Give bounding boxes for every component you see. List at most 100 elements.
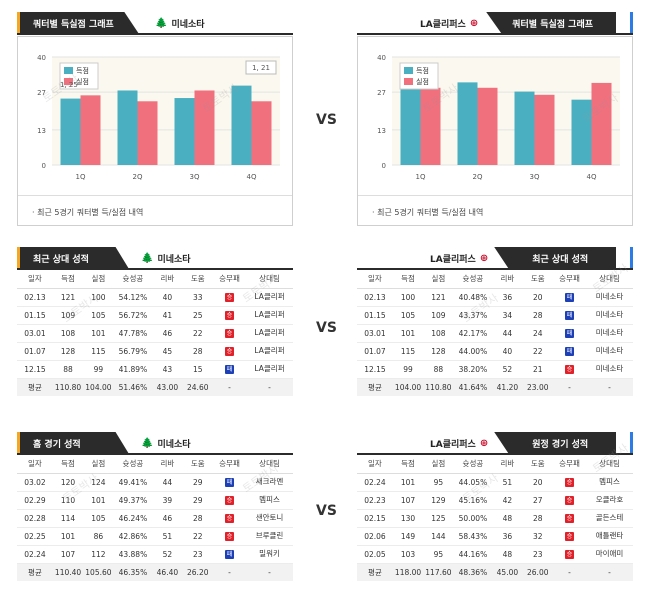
home-team-label: 🌲 미네소타 bbox=[155, 17, 205, 30]
bar-score bbox=[60, 98, 81, 165]
result-cell: 승 bbox=[212, 342, 247, 361]
table-row: 02.06 149 144 58.43% 36 32 승 애틀랜타 bbox=[357, 527, 633, 546]
average-cell: 41.64% bbox=[453, 378, 493, 396]
average-cell: - bbox=[586, 378, 633, 396]
table-cell: 12.15 bbox=[357, 360, 393, 379]
home-team-label: 🌲 미네소타 bbox=[141, 437, 191, 450]
table-cell: 56.72% bbox=[113, 306, 153, 325]
away-team-label: LA클리퍼스 ⊕ bbox=[420, 17, 478, 30]
table-row: 02.23 107 129 45.16% 42 27 승 오클라호 bbox=[357, 491, 633, 510]
table-cell: 128 bbox=[423, 342, 454, 361]
table-cell: 03.02 bbox=[17, 473, 53, 492]
table-cell: 100 bbox=[83, 288, 114, 307]
legend-label: 실점 bbox=[76, 77, 89, 86]
table-cell: 38.20% bbox=[453, 360, 493, 379]
column-header: 승무패 bbox=[212, 455, 247, 474]
table-row: 02.05 103 95 44.16% 48 23 승 마이애미 bbox=[357, 545, 633, 564]
table-cell: 46 bbox=[152, 324, 183, 343]
away-recent-header: LA클리퍼스 ⊕ 최근 상대 성적 bbox=[430, 247, 617, 269]
opponent-cell: 미네소타 bbox=[586, 306, 633, 325]
column-header: 상대팀 bbox=[246, 270, 293, 289]
table-cell: 01.15 bbox=[17, 306, 53, 325]
result-cell: 패 bbox=[552, 342, 587, 361]
home-chart-note: 최근 5경기 쿼터별 득/실점 내역 bbox=[32, 207, 143, 218]
win-badge: 승 bbox=[224, 329, 234, 338]
away-games-table-box: 일자 득점 실점 슛성공 리바 도움 승무패 상대팀 02.24 101 95 44.05% 51 20 승… bbox=[357, 453, 633, 589]
table-cell: 124 bbox=[83, 473, 114, 492]
table-cell: 109 bbox=[423, 306, 454, 325]
table-cell: 01.07 bbox=[357, 342, 393, 361]
y-tick-label: 27 bbox=[37, 89, 46, 97]
table-cell: 22 bbox=[182, 324, 213, 343]
result-cell: 승 bbox=[552, 473, 587, 492]
average-cell: 118.00 bbox=[392, 563, 424, 581]
legend-swatch bbox=[64, 67, 73, 74]
home-recent-table: 일자 득점 실점 슛성공 리바 도움 승무패 상대팀 02.13 121 100 54.12% 40 33… bbox=[17, 270, 293, 396]
opponent-cell: LA클리퍼 bbox=[246, 342, 293, 361]
table-cell: 43.88% bbox=[113, 545, 153, 564]
table-cell: 108 bbox=[52, 324, 84, 343]
column-header: 리바 bbox=[492, 270, 523, 289]
result-cell: 패 bbox=[552, 288, 587, 307]
y-tick-label: 13 bbox=[37, 127, 46, 135]
table-cell: 109 bbox=[52, 306, 84, 325]
table-header-row: 일자 득점 실점 슛성공 리바 도움 승무패 상대팀 bbox=[357, 455, 633, 474]
x-tick-label: 3Q bbox=[530, 173, 540, 181]
table-cell: 52 bbox=[492, 360, 523, 379]
table-cell: 42 bbox=[492, 491, 523, 510]
home-team-name: 미네소타 bbox=[157, 439, 191, 450]
accent-bar bbox=[17, 432, 20, 454]
away-games-header: LA클리퍼스 ⊕ 원정 경기 성적 bbox=[430, 432, 617, 454]
opponent-cell: 샌안토니 bbox=[246, 509, 293, 528]
average-cell: 평균 bbox=[357, 378, 393, 396]
away-team-name: LA클리퍼스 bbox=[430, 254, 476, 265]
table-cell: 03.01 bbox=[357, 324, 393, 343]
table-row: 02.29 110 101 49.37% 39 29 승 멤피스 bbox=[17, 491, 293, 510]
column-header: 승무패 bbox=[552, 455, 587, 474]
average-cell: 26.20 bbox=[182, 563, 213, 581]
result-cell: 패 bbox=[212, 360, 247, 379]
table-cell: 120 bbox=[52, 473, 84, 492]
average-cell: 117.60 bbox=[423, 563, 454, 581]
vs-label: VS bbox=[316, 503, 337, 519]
loss-badge: 패 bbox=[564, 347, 574, 356]
table-cell: 15 bbox=[182, 360, 213, 379]
table-cell: 36 bbox=[492, 527, 523, 546]
clippers-logo-icon: ⊕ bbox=[469, 17, 479, 29]
column-header: 슛성공 bbox=[113, 270, 153, 289]
opponent-cell: 골든스테 bbox=[586, 509, 633, 528]
table-row: 03.01 101 108 42.17% 44 24 패 미네소타 bbox=[357, 324, 633, 343]
table-cell: 121 bbox=[423, 288, 454, 307]
table-cell: 110 bbox=[52, 491, 84, 510]
opponent-cell: 미네소타 bbox=[586, 342, 633, 361]
table-cell: 01.15 bbox=[357, 306, 393, 325]
table-cell: 50.00% bbox=[453, 509, 493, 528]
away-team-label: LA클리퍼스 ⊕ bbox=[430, 252, 488, 265]
chart-annotation: 1, 21 bbox=[252, 64, 270, 72]
legend-swatch bbox=[64, 78, 73, 85]
table-cell: 48 bbox=[492, 545, 523, 564]
table-cell: 47.78% bbox=[113, 324, 153, 343]
table-row: 01.07 115 128 44.00% 40 22 패 미네소타 bbox=[357, 342, 633, 361]
clippers-logo-icon: ⊕ bbox=[479, 437, 489, 449]
table-cell: 99 bbox=[83, 360, 114, 379]
average-cell: - bbox=[586, 563, 633, 581]
result-cell: 패 bbox=[552, 324, 587, 343]
average-cell: 평균 bbox=[17, 378, 53, 396]
table-row: 01.15 105 109 43.37% 34 28 패 미네소타 bbox=[357, 306, 633, 325]
table-cell: 108 bbox=[423, 324, 454, 343]
x-tick-label: 3Q bbox=[190, 173, 200, 181]
table-cell: 23 bbox=[522, 545, 553, 564]
table-cell: 40 bbox=[152, 288, 183, 307]
home-recent-table-box: 일자 득점 실점 슛성공 리바 도움 승무패 상대팀 02.13 121 100 54.12% 40 33… bbox=[17, 268, 293, 410]
table-cell: 58.43% bbox=[453, 527, 493, 546]
table-header-row: 일자 득점 실점 슛성공 리바 도움 승무패 상대팀 bbox=[17, 455, 293, 474]
table-cell: 46 bbox=[152, 509, 183, 528]
average-cell: 41.20 bbox=[492, 378, 523, 396]
table-cell: 44.05% bbox=[453, 473, 493, 492]
opponent-cell: LA클리퍼 bbox=[246, 306, 293, 325]
divider bbox=[357, 33, 633, 35]
x-tick-label: 2Q bbox=[133, 173, 143, 181]
table-cell: 44.16% bbox=[453, 545, 493, 564]
